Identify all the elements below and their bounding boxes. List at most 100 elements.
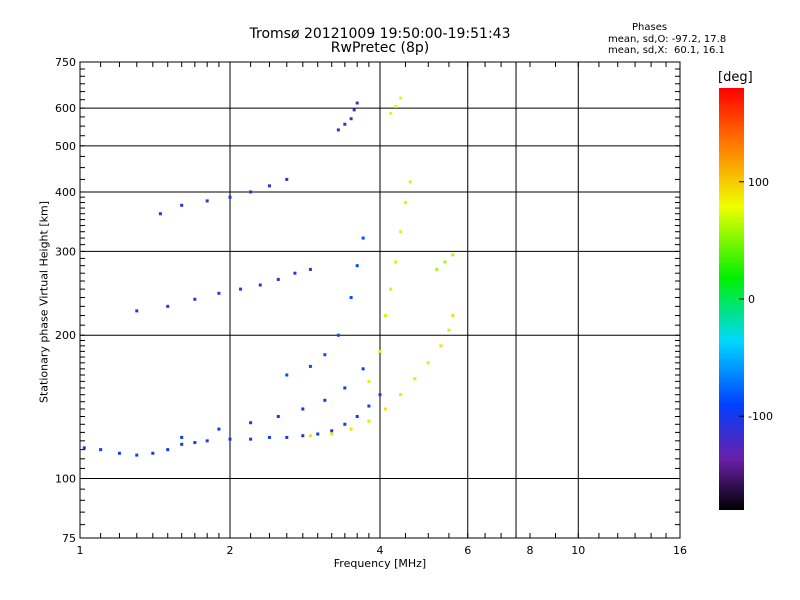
data-point <box>239 287 243 291</box>
y-tick-label: 75 <box>62 532 76 545</box>
data-point <box>435 267 439 271</box>
axis-ticks <box>79 61 681 539</box>
y-tick-label: 750 <box>55 56 76 69</box>
colorbar-label: [deg] <box>718 70 753 85</box>
data-point <box>343 122 347 126</box>
chart-subtitle: RwPretec (8p) <box>330 40 430 56</box>
data-point <box>249 421 253 425</box>
data-point <box>349 117 353 121</box>
data-point <box>308 434 312 438</box>
data-point <box>451 314 455 318</box>
colorbar-tick-label: 0 <box>748 293 755 306</box>
data-point <box>228 437 232 441</box>
data-point <box>217 427 221 431</box>
data-point <box>389 111 393 115</box>
data-point <box>367 379 371 383</box>
data-points <box>82 96 455 457</box>
data-point <box>343 386 347 390</box>
data-point <box>330 432 334 436</box>
data-point <box>193 441 197 445</box>
data-point <box>228 195 232 199</box>
data-point <box>323 353 327 357</box>
data-point <box>378 393 382 397</box>
data-point <box>394 260 398 264</box>
data-point <box>301 407 305 411</box>
x-tick-label: 8 <box>527 544 534 557</box>
data-point <box>355 264 359 268</box>
data-point <box>361 236 365 240</box>
data-point <box>99 448 103 452</box>
data-point <box>403 201 407 205</box>
data-point <box>389 287 393 291</box>
data-point <box>205 439 209 443</box>
data-point <box>285 177 289 181</box>
data-point <box>180 442 184 446</box>
grid-lines <box>80 62 680 538</box>
tick-labels: 1 2 4 6 8 10 16 75 100 200 300 400 500 600 750 <box>55 56 687 557</box>
data-point <box>355 101 359 105</box>
data-point <box>323 398 327 402</box>
data-point <box>135 453 139 457</box>
y-tick-label: 300 <box>55 245 76 258</box>
data-point <box>117 451 121 455</box>
data-point <box>267 435 271 439</box>
colorbar-ticks: 100 0 -100 <box>739 176 773 423</box>
data-point <box>193 297 197 301</box>
data-point <box>276 414 280 418</box>
data-point <box>349 296 353 300</box>
y-tick-label: 600 <box>55 102 76 115</box>
x-axis-label: Frequency [MHz] <box>333 557 427 570</box>
data-point <box>249 437 253 441</box>
data-point <box>293 271 297 275</box>
data-point <box>249 190 253 194</box>
data-point <box>343 422 347 426</box>
phases-header: Phases <box>632 22 668 33</box>
data-point <box>180 203 184 207</box>
colorbar-tick-label: 100 <box>748 176 769 189</box>
data-point <box>361 367 365 371</box>
data-point <box>158 212 162 216</box>
data-point <box>166 448 170 452</box>
colorbar-tick-label: -100 <box>748 410 773 423</box>
x-tick-label: 10 <box>571 544 585 557</box>
x-tick-label: 16 <box>673 544 687 557</box>
data-point <box>276 277 280 281</box>
y-tick-label: 200 <box>55 329 76 342</box>
data-point <box>258 283 262 287</box>
data-point <box>367 404 371 408</box>
y-tick-label: 100 <box>55 473 76 486</box>
data-point <box>443 260 447 264</box>
data-point <box>316 432 320 436</box>
data-point <box>267 184 271 188</box>
data-point <box>135 309 139 313</box>
y-tick-label: 500 <box>55 140 76 153</box>
data-point <box>349 427 353 431</box>
data-point <box>217 291 221 295</box>
x-tick-label: 1 <box>77 544 84 557</box>
phases-o-stats: mean, sd,O: -97.2, 17.8 <box>608 34 727 45</box>
y-axis-label: Stationary phase Virtual Height [km] <box>37 200 51 404</box>
data-point <box>439 344 443 348</box>
data-point <box>394 104 398 108</box>
data-point <box>285 373 289 377</box>
data-point <box>367 419 371 423</box>
data-point <box>447 328 451 332</box>
plot-frame <box>79 61 681 539</box>
data-point <box>408 180 412 184</box>
x-tick-label: 6 <box>464 544 471 557</box>
data-point <box>355 414 359 418</box>
data-point <box>308 267 312 271</box>
data-point <box>383 407 387 411</box>
y-tick-label: 400 <box>55 186 76 199</box>
data-point <box>383 314 387 318</box>
data-point <box>166 304 170 308</box>
data-point <box>180 435 184 439</box>
data-point <box>301 434 305 438</box>
data-point <box>82 446 86 450</box>
data-point <box>451 253 455 257</box>
x-tick-label: 2 <box>227 544 234 557</box>
phases-x-stats: mean, sd,X: 60.1, 16.1 <box>608 45 725 56</box>
data-point <box>399 393 403 397</box>
data-point <box>378 349 382 353</box>
